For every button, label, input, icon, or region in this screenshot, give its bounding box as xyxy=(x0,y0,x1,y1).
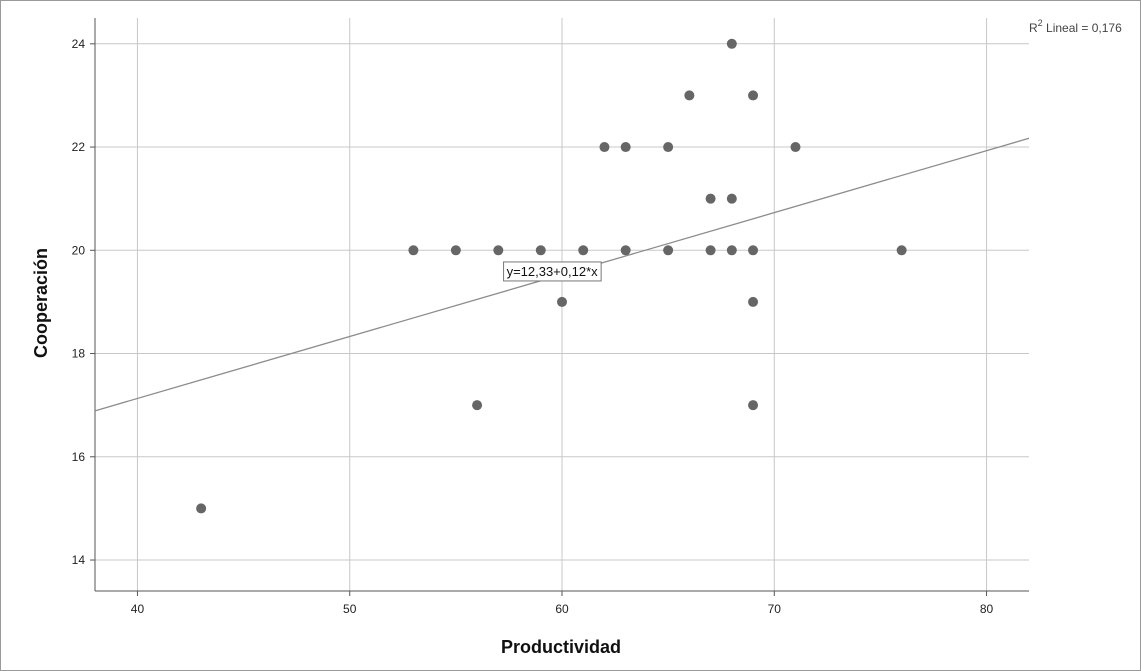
y-tick-label: 16 xyxy=(72,450,86,464)
x-tick-label: 60 xyxy=(555,602,569,616)
data-point xyxy=(790,142,801,153)
data-point xyxy=(557,296,567,307)
data-point xyxy=(578,245,589,256)
data-point xyxy=(726,38,737,49)
axes xyxy=(90,18,1029,596)
data-point xyxy=(450,245,461,256)
data-point xyxy=(408,245,419,256)
data-point xyxy=(535,245,546,256)
data-point xyxy=(896,245,907,256)
data-point xyxy=(663,142,674,153)
y-tick-label: 22 xyxy=(72,140,86,154)
data-point xyxy=(748,245,759,256)
data-point xyxy=(726,193,737,204)
y-tick-label: 14 xyxy=(72,553,86,567)
y-tick-label: 20 xyxy=(72,243,86,257)
y-tick-label: 18 xyxy=(72,347,86,361)
data-point xyxy=(705,193,716,204)
x-tick-labels: 40 50 60 70 80 xyxy=(131,602,994,616)
x-tick-label: 50 xyxy=(343,602,357,616)
x-tick-label: 70 xyxy=(768,602,782,616)
x-tick-label: 40 xyxy=(131,602,145,616)
data-point xyxy=(620,245,631,256)
data-point xyxy=(663,245,674,256)
equation-label: y=12,33+0,12*x xyxy=(507,264,599,279)
r2-label: R2 Lineal = 0,176 xyxy=(1029,18,1122,35)
data-point xyxy=(472,400,483,411)
equation-label-group: y=12,33+0,12*x xyxy=(503,261,602,282)
data-point xyxy=(748,296,759,307)
data-point xyxy=(684,90,695,101)
equation-box xyxy=(503,261,602,282)
y-tick-label: 24 xyxy=(72,37,86,51)
data-point xyxy=(493,245,504,256)
y-axis-title: Cooperación xyxy=(31,248,51,358)
x-axis-title: Productividad xyxy=(501,637,621,657)
data-point xyxy=(748,90,759,101)
data-points xyxy=(196,38,907,514)
data-point xyxy=(620,142,631,153)
data-point xyxy=(599,142,610,153)
y-tick-labels: 14 16 18 20 22 24 xyxy=(72,37,86,567)
data-point xyxy=(196,503,207,514)
data-point xyxy=(705,245,716,256)
data-point xyxy=(748,400,759,411)
data-point xyxy=(726,245,737,256)
x-tick-label: 80 xyxy=(980,602,994,616)
grid-lines xyxy=(95,18,1029,591)
